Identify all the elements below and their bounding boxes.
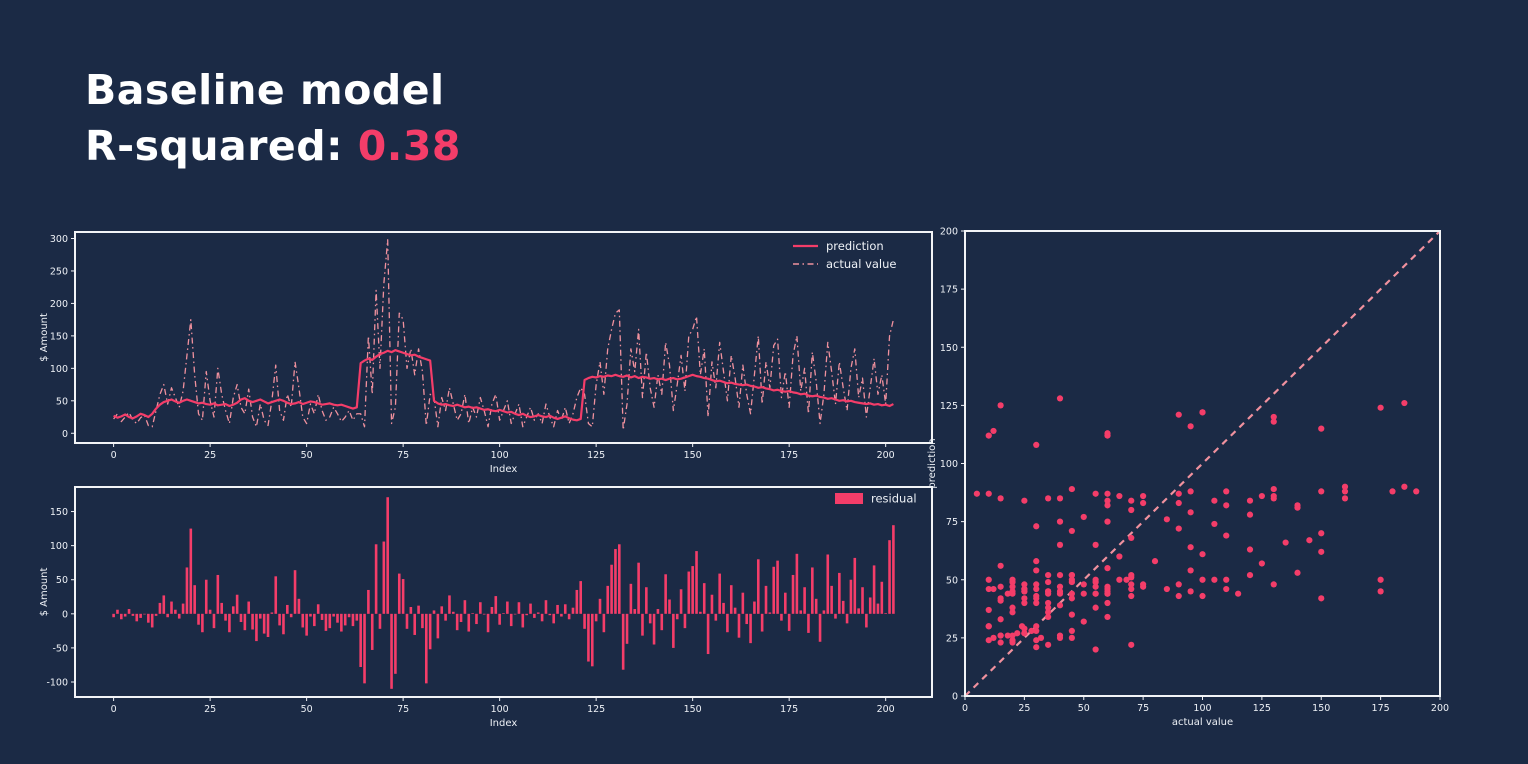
svg-text:200: 200	[940, 227, 958, 238]
svg-text:150: 150	[684, 450, 702, 461]
svg-text:50: 50	[946, 575, 958, 586]
prediction-vs-actual-scatter-chart: 0 25 50 75 100 125 150 175 200 0 25 50 75 100 125 150 17…	[925, 222, 1465, 736]
svg-text:-100: -100	[46, 678, 68, 689]
svg-text:25: 25	[204, 704, 216, 715]
svg-text:300: 300	[50, 234, 68, 245]
svg-text:175: 175	[780, 704, 798, 715]
svg-text:125: 125	[587, 450, 605, 461]
svg-text:75: 75	[397, 704, 409, 715]
svg-text:Index: Index	[490, 464, 518, 472]
svg-text:175: 175	[780, 450, 798, 461]
svg-text:125: 125	[587, 704, 605, 715]
svg-text:100: 100	[491, 450, 509, 461]
svg-text:200: 200	[1431, 703, 1449, 714]
svg-text:actual value: actual value	[1172, 717, 1233, 728]
svg-text:150: 150	[940, 343, 958, 354]
svg-text:125: 125	[940, 401, 958, 412]
svg-text:0: 0	[111, 704, 117, 715]
svg-text:50: 50	[1078, 703, 1090, 714]
svg-text:200: 200	[877, 450, 895, 461]
svg-text:100: 100	[50, 364, 68, 375]
svg-text:150: 150	[1312, 703, 1330, 714]
title-line1: Baseline model	[85, 66, 445, 114]
residual-bar-chart: 0 25 50 75 100 125 150 175 200 -100 -50 0 50 100 150 In…	[35, 480, 940, 730]
svg-text:0: 0	[962, 703, 968, 714]
svg-text:125: 125	[1253, 703, 1271, 714]
prediction-vs-actual-line-chart: 0 25 50 75 100 125 150 175 200 0 50 100 150 200 250 300…	[35, 226, 940, 476]
r-squared-value: 0.38	[357, 122, 461, 171]
title-line2-label: R-squared:	[85, 122, 358, 171]
svg-text:residual: residual	[871, 492, 917, 506]
svg-text:actual value: actual value	[826, 257, 896, 271]
svg-text:prediction: prediction	[826, 239, 884, 253]
svg-text:0: 0	[111, 450, 117, 461]
svg-text:100: 100	[1193, 703, 1211, 714]
svg-text:-50: -50	[52, 643, 68, 654]
svg-text:Index: Index	[490, 718, 518, 726]
svg-text:200: 200	[877, 704, 895, 715]
svg-text:0: 0	[62, 429, 68, 440]
svg-text:0: 0	[62, 609, 68, 620]
svg-text:100: 100	[940, 459, 958, 470]
svg-text:75: 75	[1137, 703, 1149, 714]
svg-text:25: 25	[204, 450, 216, 461]
svg-text:150: 150	[684, 704, 702, 715]
page-title: Baseline model R-squared: 0.38	[85, 62, 461, 174]
svg-text:100: 100	[50, 541, 68, 552]
svg-text:50: 50	[301, 704, 313, 715]
svg-text:50: 50	[56, 575, 68, 586]
svg-text:150: 150	[50, 507, 68, 518]
svg-text:250: 250	[50, 266, 68, 277]
svg-text:175: 175	[1372, 703, 1390, 714]
svg-text:50: 50	[56, 396, 68, 407]
svg-text:$ Amount: $ Amount	[39, 568, 50, 617]
svg-text:$ Amount: $ Amount	[39, 313, 50, 362]
svg-text:prediction: prediction	[927, 438, 938, 488]
svg-text:150: 150	[50, 331, 68, 342]
svg-text:200: 200	[50, 299, 68, 310]
svg-text:25: 25	[946, 633, 958, 644]
svg-text:0: 0	[952, 692, 958, 703]
svg-text:175: 175	[940, 285, 958, 296]
svg-text:50: 50	[301, 450, 313, 461]
svg-text:100: 100	[491, 704, 509, 715]
svg-text:75: 75	[946, 517, 958, 528]
svg-text:75: 75	[397, 450, 409, 461]
svg-text:25: 25	[1018, 703, 1030, 714]
